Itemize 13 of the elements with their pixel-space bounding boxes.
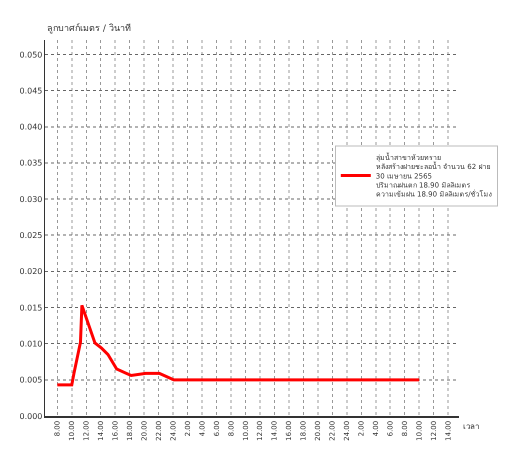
y-tick-label: 0.010 xyxy=(19,339,42,348)
y-tick-label: 0.045 xyxy=(19,86,42,96)
y-tick-label: 0.035 xyxy=(19,158,42,168)
y-tick-label: 0.015 xyxy=(19,303,42,312)
y-tick-label: 0.030 xyxy=(19,194,42,204)
y-axis-title: ลูกบาศก์เมตร / วินาที xyxy=(47,22,131,34)
y-tick-label: 0.000 xyxy=(19,412,42,421)
y-tick-label: 0.020 xyxy=(19,267,42,276)
y-tick-label: 0.050 xyxy=(19,50,42,60)
y-tick-label: 0.025 xyxy=(19,231,42,240)
x-axis-title: เวลา xyxy=(463,422,479,431)
y-tick-label: 0.040 xyxy=(19,122,42,132)
y-tick-label: 0.005 xyxy=(19,376,42,385)
